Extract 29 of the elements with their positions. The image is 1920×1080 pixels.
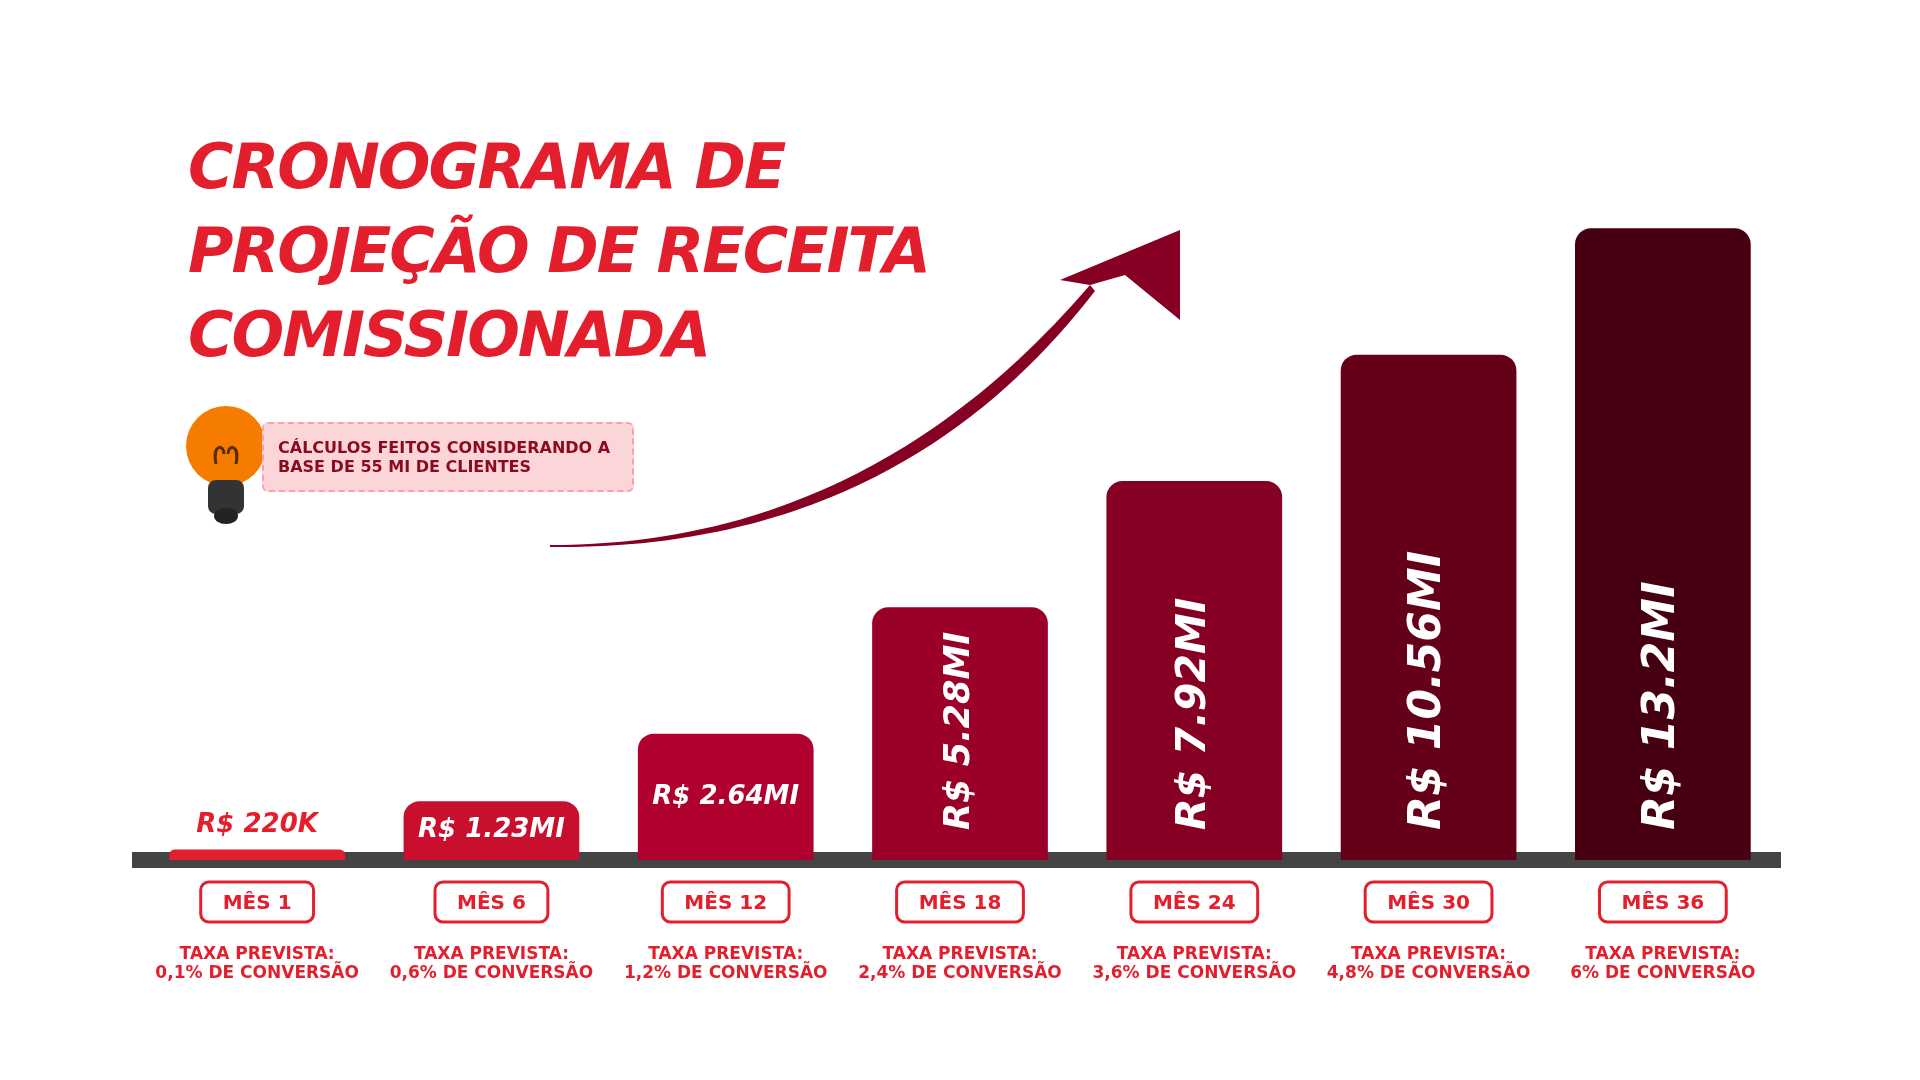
- bar: [169, 849, 345, 860]
- bar: [872, 607, 1048, 860]
- bar: [637, 733, 814, 860]
- bar: [1575, 228, 1751, 860]
- x-tick-label: MÊS 1: [222, 890, 292, 915]
- text: TAXA PREVISTA: 2,4% DE CONVERSÃO: [858, 943, 1062, 983]
- note-box: CÁLCULOS FEITOS CONSIDERANDO A BASE DE 55 MI DE CLIENTES: [262, 422, 634, 492]
- text: TAXA PREVISTA: 4,8% DE CONVERSÃO: [1326, 943, 1531, 983]
- x-tick-label: MÊS 12: [684, 890, 768, 915]
- x-tick-label: MÊS 30: [1387, 890, 1470, 915]
- text: TAXA PREVISTA: 0,1% DE CONVERSÃO: [155, 943, 359, 983]
- data-label: R$ 10.56MI: [1399, 550, 1451, 830]
- data-label: R$ 2.64MI: [652, 779, 800, 810]
- x-tick-label: MÊS 6: [457, 890, 526, 915]
- chart-title: CRONOGRAMA DE PROJEÇÃO DE RECEITA COMISSIONADA: [188, 129, 931, 373]
- data-label: R$ 5.28MI: [936, 631, 978, 830]
- text: TAXA PREVISTA: 0,6% DE CONVERSÃO: [389, 943, 594, 983]
- data-label: R$ 7.92MI: [1166, 597, 1215, 830]
- x-tick-label: MÊS 18: [918, 890, 1002, 915]
- x-tick-label: MÊS 24: [1152, 890, 1236, 915]
- data-label: R$ 220K: [196, 808, 320, 839]
- data-label: R$ 1.23MI: [418, 813, 566, 844]
- x-tick-label: MÊS 36: [1621, 890, 1705, 915]
- bar: [1340, 354, 1517, 860]
- bar: [1106, 480, 1283, 860]
- text: TAXA PREVISTA: 6% DE CONVERSÃO: [1570, 943, 1756, 983]
- text: TAXA PREVISTA: 1,2% DE CONVERSÃO: [623, 943, 828, 983]
- text: TAXA PREVISTA: 3,6% DE CONVERSÃO: [1092, 943, 1297, 983]
- data-label: R$ 13.2MI: [1633, 581, 1685, 830]
